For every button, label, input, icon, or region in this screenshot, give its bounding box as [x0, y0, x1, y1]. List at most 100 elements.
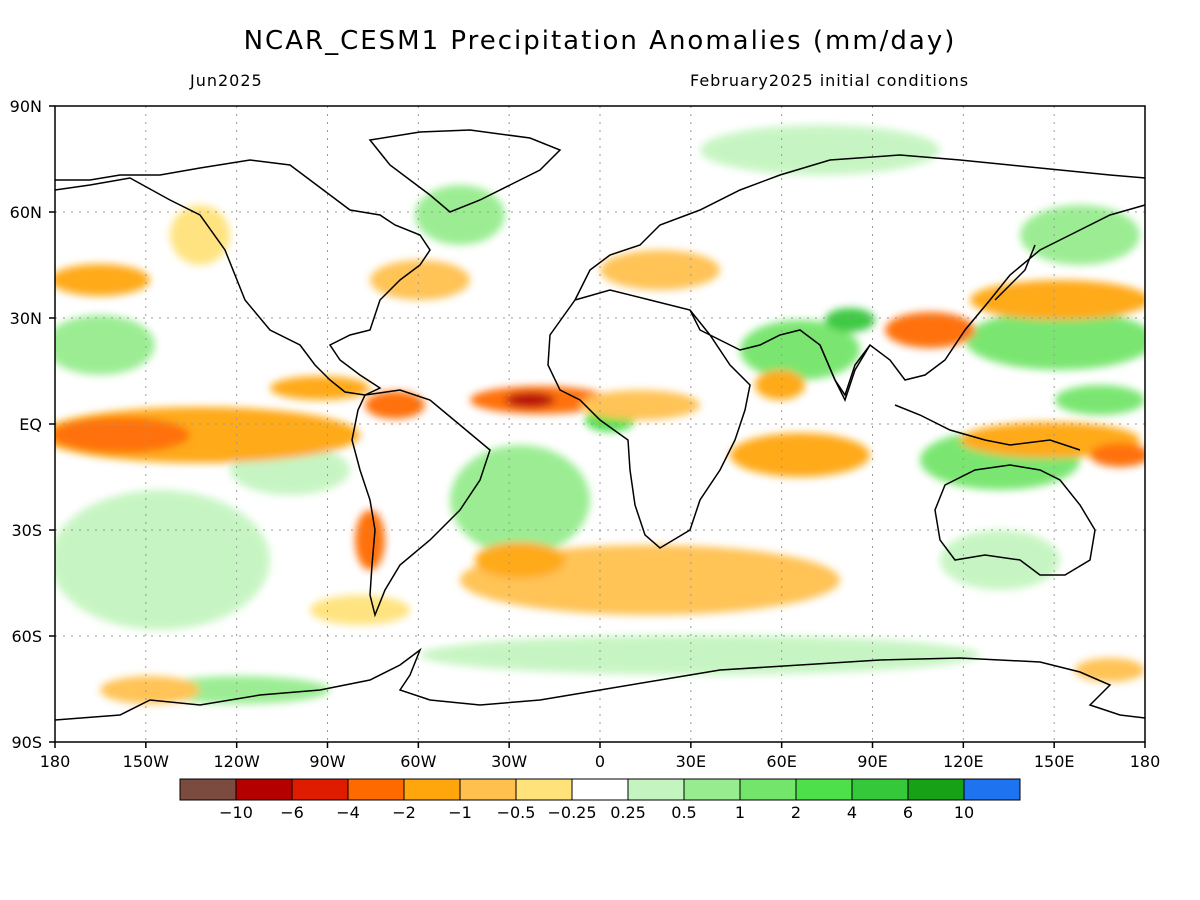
colorbar-label: −4	[336, 803, 360, 822]
colorbar-swatch	[795, 778, 853, 801]
colorbar-swatch	[347, 778, 405, 801]
initial-conditions: February2025 initial conditions	[690, 71, 970, 90]
colorbar-label: 2	[791, 803, 801, 822]
colorbar-swatch	[571, 778, 629, 801]
lon-tick-label: 60E	[766, 752, 796, 771]
dry-anomaly-region	[970, 280, 1145, 320]
colorbar-label: −6	[280, 803, 304, 822]
dry-anomaly-region	[310, 595, 410, 625]
coastline-africa	[547, 289, 751, 549]
dry-anomaly-region	[355, 510, 385, 570]
colorbar-label: −10	[219, 803, 253, 822]
dry-anomaly-region	[170, 205, 230, 265]
colorbar: −10 −6 −4 −2 −1 −0.5 −0.25 0.25 0.5 1 2 4 6 10	[179, 778, 1021, 822]
wet-anomaly-region	[450, 445, 590, 555]
coastline-indonesia	[894, 404, 1081, 451]
dry-anomaly-region	[1075, 658, 1145, 682]
coastline-south-america	[351, 389, 491, 618]
graticule	[55, 106, 1145, 742]
lat-tick-label: 90N	[10, 97, 42, 116]
colorbar-swatch	[403, 778, 461, 801]
wet-anomaly-region	[55, 490, 270, 630]
coastline-japan	[994, 244, 1036, 301]
colorbar-swatch	[627, 778, 685, 801]
wet-anomaly-region	[150, 676, 330, 704]
lon-tick-label: 30E	[676, 752, 706, 771]
colorbar-label: −1	[448, 803, 472, 822]
lon-tick-label: 120W	[213, 752, 260, 771]
dry-anomaly-region	[100, 676, 200, 704]
lat-tick-label: 30S	[11, 521, 42, 540]
dry-anomaly-region	[885, 312, 975, 348]
dry-anomaly-region	[600, 250, 720, 290]
lat-tick-label: 60N	[10, 203, 42, 222]
wet-anomaly-region	[940, 530, 1060, 590]
coastline-north-america	[55, 159, 431, 396]
lat-tick-label: EQ	[19, 415, 42, 434]
dry-anomaly-region	[55, 264, 150, 296]
dry-anomaly-region	[270, 376, 370, 400]
valid-month: Jun2025	[190, 71, 263, 90]
lon-tick-label: 150W	[123, 752, 170, 771]
lon-tick-label: 90W	[309, 752, 345, 771]
wet-anomaly-region	[55, 315, 155, 375]
colorbar-label: −0.25	[547, 803, 596, 822]
colorbar-swatch	[179, 778, 237, 801]
dry-anomaly-region	[580, 390, 700, 420]
lat-tick-label: 60S	[11, 627, 42, 646]
wet-anomaly-region	[420, 635, 980, 675]
lon-tick-label: 120E	[943, 752, 984, 771]
colorbar-label: −0.5	[497, 803, 536, 822]
coastline-australia	[934, 464, 1096, 576]
wet-anomaly-region	[415, 185, 505, 245]
anomaly-field	[55, 125, 1145, 704]
dry-anomaly-region	[730, 433, 870, 477]
coastlines	[55, 129, 1145, 721]
colorbar-swatch	[739, 778, 797, 801]
dry-anomaly-region	[1090, 443, 1145, 467]
wet-anomaly-region	[1055, 385, 1145, 415]
colorbar-swatch	[907, 778, 965, 801]
dry-anomaly-region	[365, 391, 425, 419]
dry-anomaly-region	[755, 370, 805, 400]
colorbar-swatch	[851, 778, 909, 801]
longitude-axis: 180 150W 120W 90W 60W 30W 0 30E 60E 90E 120E 150E 18…	[40, 742, 1161, 771]
wet-anomaly-region	[965, 310, 1145, 370]
lon-tick-label: 90E	[857, 752, 887, 771]
lon-tick-label: 180	[1130, 752, 1161, 771]
dry-anomaly-region	[505, 392, 555, 408]
colorbar-label: 1	[735, 803, 745, 822]
map-title: NCAR_CESM1 Precipitation Anomalies (mm/d…	[243, 26, 957, 56]
dry-anomaly-region	[370, 260, 470, 300]
lat-tick-label: 30N	[10, 309, 42, 328]
colorbar-label: 4	[847, 803, 857, 822]
coastline-greenland	[368, 129, 562, 213]
colorbar-swatch	[235, 778, 293, 801]
lon-tick-label: 180	[40, 752, 71, 771]
lon-tick-label: 0	[595, 752, 605, 771]
colorbar-swatch	[963, 778, 1021, 801]
dry-anomaly-region	[475, 542, 565, 578]
coastline-india	[819, 344, 871, 402]
colorbar-swatch	[515, 778, 573, 801]
colorbar-label: 0.25	[610, 803, 646, 822]
colorbar-swatch	[459, 778, 517, 801]
coastline-antarctica	[55, 647, 1145, 721]
dry-anomaly-region	[55, 417, 190, 453]
lat-tick-label: 90S	[11, 733, 42, 752]
wet-anomaly-region	[1020, 205, 1140, 265]
colorbar-label: 6	[903, 803, 913, 822]
colorbar-label: −2	[392, 803, 416, 822]
lon-tick-label: 150E	[1034, 752, 1075, 771]
wet-anomaly-region	[825, 308, 875, 332]
wet-anomaly-region	[700, 125, 940, 175]
colorbar-label: 10	[954, 803, 974, 822]
colorbar-label: 0.5	[671, 803, 696, 822]
latitude-axis: 90N 60N 30N EQ 30S 60S 90S	[10, 97, 55, 752]
lon-tick-label: 30W	[491, 752, 527, 771]
colorbar-swatch	[683, 778, 741, 801]
wet-anomaly-region	[740, 320, 860, 380]
colorbar-swatch	[291, 778, 349, 801]
lon-tick-label: 60W	[400, 752, 436, 771]
